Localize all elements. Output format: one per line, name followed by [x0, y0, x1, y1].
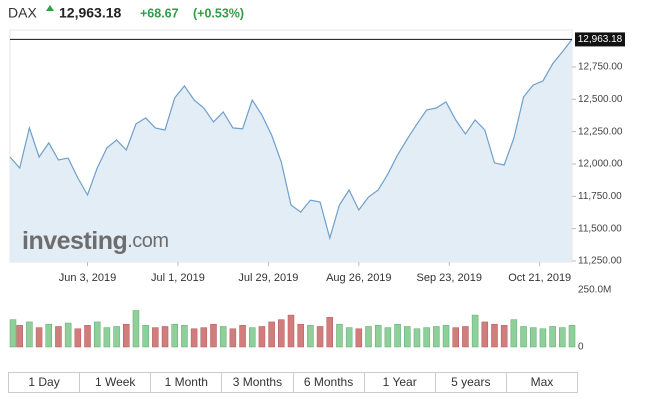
volume-bar: [345, 327, 353, 348]
volume-bar: [229, 328, 237, 348]
volume-bar: [152, 327, 159, 348]
volume-tick-label: 250.0M: [578, 285, 611, 296]
volume-bar: [142, 325, 149, 348]
volume-bar: [219, 326, 227, 348]
volume-bar: [171, 323, 178, 348]
volume-bar: [200, 327, 208, 348]
range-button[interactable]: 5 years: [436, 373, 507, 392]
volume-bar: [471, 314, 479, 348]
volume-bar: [520, 326, 527, 348]
range-button[interactable]: 6 Months: [294, 373, 365, 392]
y-tick-label: 12,250.00: [578, 126, 623, 137]
volume-bar: [9, 319, 17, 348]
x-tick-label: Sep 23, 2019: [417, 272, 482, 284]
volume-bar: [491, 323, 498, 348]
volume-bar: [103, 327, 111, 348]
chart: DAX 12,963.18 +68.67 (+0.53%) investing.…: [8, 5, 625, 353]
volume-bar: [423, 327, 430, 348]
volume-bar: [268, 321, 275, 348]
volume-tick-label: 0: [578, 342, 584, 353]
volume-bar: [258, 326, 266, 348]
volume-bar: [26, 321, 33, 348]
volume-bar: [16, 325, 23, 348]
volume-bar: [374, 325, 382, 348]
watermark-suffix: .com: [127, 230, 168, 252]
price-line: [9, 39, 573, 241]
range-button[interactable]: 1 Month: [151, 373, 223, 392]
range-button[interactable]: 1 Day: [9, 373, 81, 392]
x-tick-label: Jul 29, 2019: [238, 272, 298, 284]
volume-bar: [278, 319, 285, 348]
x-tick-label: Oct 21, 2019: [508, 272, 571, 284]
range-button[interactable]: 3 Months: [222, 373, 294, 392]
volume-bar: [326, 317, 334, 348]
volume-bar: [93, 321, 101, 348]
volume-bar: [64, 322, 72, 348]
volume-bar: [539, 328, 547, 348]
volume-bar: [413, 328, 421, 348]
last-price: 12,963.18: [59, 5, 121, 21]
volume-bar: [559, 327, 566, 348]
volume-bar: [355, 328, 363, 348]
y-tick-label: 11,250.00: [578, 256, 622, 267]
volume-bar: [84, 325, 91, 348]
range-button[interactable]: 1 Year: [365, 373, 436, 392]
volume-bar: [549, 326, 556, 348]
watermark-brand: investing: [22, 227, 127, 255]
volume-bar: [190, 328, 198, 348]
x-tick-label: Aug 26, 2019: [326, 272, 391, 284]
volume-bar: [35, 327, 43, 348]
volume-bar: [481, 321, 489, 348]
up-arrow: [46, 5, 54, 11]
watermark: investing.com: [22, 227, 169, 255]
volume-bar: [336, 323, 343, 348]
volume-bar: [365, 326, 372, 348]
y-tick-label: 12,500.00: [578, 94, 623, 105]
range-button[interactable]: 1 Week: [80, 373, 152, 392]
price-change-pct: (+0.53%): [193, 6, 244, 20]
range-selector: 1 Day 1 Week 1 Month 3 Months 6 Months 1 Year…: [8, 372, 578, 393]
volume-bar: [55, 326, 62, 348]
index-name: DAX: [8, 5, 37, 21]
volume-bar: [210, 323, 217, 348]
last-price-label: 12,963.18: [578, 34, 623, 45]
volume-bar: [433, 326, 440, 348]
y-tick-label: 12,750.00: [578, 62, 623, 73]
volume-bar: [394, 323, 401, 348]
volume-bar: [74, 328, 82, 348]
area-fill: [10, 39, 572, 263]
volume-bar: [161, 326, 169, 348]
volume-bar: [248, 327, 256, 348]
volume-bar: [568, 325, 576, 348]
x-tick-label: Jul 1, 2019: [151, 272, 205, 284]
price-change: +68.67: [140, 6, 179, 20]
y-tick-label: 11,500.00: [578, 223, 622, 234]
volume-bar: [500, 325, 508, 348]
volume-bar: [529, 327, 537, 348]
volume-bar: [132, 310, 140, 348]
volume-bar: [510, 319, 518, 348]
volume-bar: [123, 323, 130, 348]
volume-bar: [239, 325, 246, 348]
x-tick-label: Jun 3, 2019: [59, 272, 117, 284]
volume-bar: [404, 326, 411, 348]
volume-bar: [384, 327, 392, 348]
volume-bar: [462, 326, 469, 348]
volume-bar: [452, 327, 459, 348]
volume-bar: [181, 325, 188, 348]
volume-bar: [307, 325, 314, 348]
volume-bar: [45, 323, 53, 348]
volume-bar: [113, 326, 120, 348]
volume-bar: [297, 323, 304, 348]
volume-bar: [442, 325, 450, 348]
volume-bar: [287, 314, 295, 348]
y-tick-label: 11,750.00: [578, 191, 622, 202]
y-tick-label: 12,000.00: [578, 159, 623, 170]
last-price-box: [575, 32, 625, 47]
range-button[interactable]: Max: [530, 375, 554, 389]
volume-bar: [316, 326, 324, 348]
